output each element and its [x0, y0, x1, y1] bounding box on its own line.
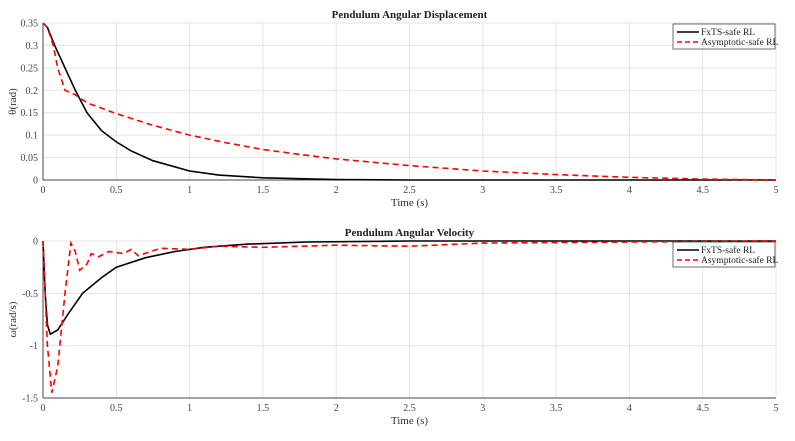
x-tick-label: 2.5 — [403, 185, 416, 196]
y-tick-label: 0.25 — [21, 63, 39, 74]
y-tick-label: 0 — [33, 176, 38, 187]
x-tick-label: 1.5 — [257, 185, 270, 196]
x-tick-label: 1.5 — [257, 403, 270, 414]
x-tick-label: 0.5 — [110, 403, 123, 414]
x-axis-label: Time (s) — [391, 197, 429, 209]
x-tick-label: 2 — [334, 403, 339, 414]
chart-title: Pendulum Angular Displacement — [332, 9, 488, 21]
x-tick-label: 4.5 — [696, 403, 709, 414]
x-tick-label: 1 — [187, 185, 192, 196]
x-tick-label: 3 — [480, 185, 485, 196]
x-tick-label: 0 — [41, 185, 46, 196]
x-tick-label: 4.5 — [696, 185, 709, 196]
y-axis-label: ω(rad/s) — [7, 301, 19, 337]
series-line-asymptotic — [42, 240, 777, 393]
legend-label: FxTS-safe RL — [701, 27, 755, 38]
y-tick-label: -0.5 — [22, 289, 38, 300]
series-line-asymptotic — [42, 22, 777, 181]
y-tick-label: -1 — [30, 341, 38, 352]
subplot-1: 0 0.5 1 1.5 2 2.5 3 3.5 4 4.5 5 0 0.05 0.1 0.15 0.2 0.25… — [7, 9, 779, 209]
x-tick-label: 1 — [187, 403, 192, 414]
x-tick-label: 2 — [334, 185, 339, 196]
series-line-fxts — [42, 22, 776, 181]
legend-label: Asymptotic-safe RL — [701, 255, 779, 266]
x-tick-label: 2.5 — [403, 403, 416, 414]
series-line-fxts — [42, 240, 776, 336]
y-tick-label: 0.1 — [26, 131, 39, 142]
subplot-2: 0 0.5 1 1.5 2 2.5 3 3.5 4 4.5 5 -1.5 -1 -0.5 0 Pendulum… — [7, 227, 779, 427]
x-axis-label: Time (s) — [391, 415, 429, 427]
y-tick-label: 0.15 — [21, 108, 39, 119]
y-tick-label: 0.3 — [26, 41, 39, 52]
x-tick-label: 4 — [627, 403, 632, 414]
x-tick-label: 5 — [774, 185, 779, 196]
x-tick-label: 3.5 — [550, 185, 563, 196]
chart-title: Pendulum Angular Velocity — [345, 227, 475, 239]
y-tick-label: 0 — [33, 237, 38, 248]
x-tick-label: 3.5 — [550, 403, 563, 414]
x-tick-label: 4 — [627, 185, 632, 196]
y-tick-label: 0.2 — [26, 86, 39, 97]
y-tick-label: 0.35 — [21, 19, 39, 30]
y-tick-label: 0.05 — [21, 153, 39, 164]
x-tick-label: 3 — [480, 403, 485, 414]
y-tick-label: -1.5 — [22, 394, 38, 405]
legend-label: FxTS-safe RL — [701, 245, 755, 256]
x-tick-label: 0.5 — [110, 185, 123, 196]
legend-label: Asymptotic-safe RL — [701, 37, 779, 48]
x-tick-label: 5 — [774, 403, 779, 414]
y-axis-label: θ(rad) — [7, 88, 19, 115]
x-tick-label: 0 — [41, 403, 46, 414]
